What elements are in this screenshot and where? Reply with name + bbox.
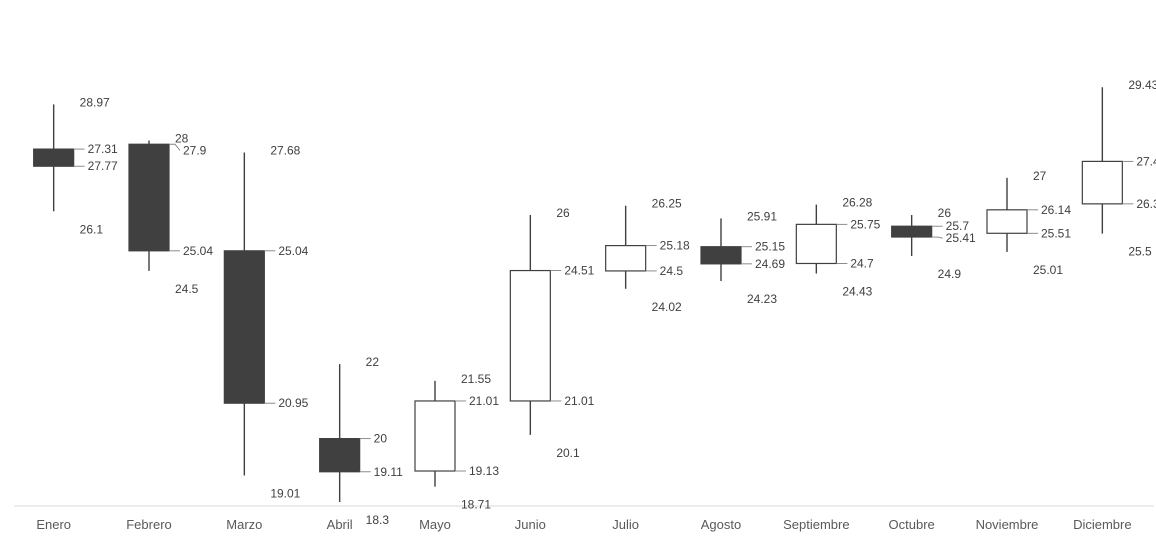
- data-label: 19.13: [469, 464, 499, 478]
- x-tick-label: Marzo: [226, 517, 262, 532]
- data-label: 22: [366, 355, 380, 369]
- data-label: 24.51: [564, 264, 594, 278]
- x-tick-label: Octubre: [889, 517, 935, 532]
- data-label: 24.02: [652, 300, 682, 314]
- category-labels-layer: Enero Febrero Marzo Abril Mayo Junio Julio Agos…: [36, 517, 1131, 532]
- candle-marzo: [223, 152, 265, 476]
- candle-body-up: [795, 223, 837, 265]
- data-label: 27.77: [88, 159, 118, 173]
- data-label: 20.95: [278, 396, 308, 410]
- data-label: 25.15: [755, 240, 785, 254]
- candle-octubre: [891, 215, 933, 257]
- data-label: 24.5: [660, 264, 684, 278]
- candle-body-up: [509, 269, 551, 402]
- data-label: 26.28: [842, 196, 872, 210]
- data-label: 19.11: [374, 465, 403, 479]
- candle-body-up: [986, 209, 1028, 234]
- data-label: 24.69: [755, 257, 785, 271]
- candle-mayo: [414, 380, 456, 487]
- data-label: 27.44: [1136, 154, 1156, 168]
- candle-enero: [33, 104, 75, 212]
- data-label: 26: [938, 206, 952, 220]
- data-label: 25.51: [1041, 226, 1071, 240]
- data-label: 25.18: [660, 239, 690, 253]
- candle-body-down: [891, 225, 933, 238]
- data-label: 18.3: [366, 513, 390, 527]
- data-label: 27.68: [270, 143, 300, 157]
- candle-febrero: [128, 140, 170, 271]
- data-label: 25.04: [183, 244, 213, 258]
- x-tick-label: Abril: [327, 517, 353, 532]
- label-leader-line: [931, 236, 943, 239]
- data-label: 21.55: [461, 372, 491, 386]
- label-leader-line: [169, 143, 181, 151]
- x-tick-label: Julio: [612, 517, 639, 532]
- candle-body-down: [33, 148, 75, 167]
- data-label: 27: [1033, 169, 1047, 183]
- data-label: 25.7: [946, 219, 970, 233]
- x-tick-label: Mayo: [419, 517, 451, 532]
- data-label: 28: [175, 132, 189, 146]
- data-label: 21.01: [469, 394, 499, 408]
- data-label: 24.43: [842, 285, 872, 299]
- data-label: 25.5: [1128, 245, 1152, 259]
- data-label: 24.7: [850, 256, 874, 270]
- data-label: 25.91: [747, 209, 777, 223]
- data-label: 20.1: [556, 446, 580, 460]
- data-label: 27.31: [88, 142, 118, 156]
- candle-body-down: [319, 438, 361, 473]
- data-label: 19.01: [270, 486, 300, 500]
- data-label: 26.3: [1136, 197, 1156, 211]
- data-label: 21.01: [564, 394, 594, 408]
- data-label: 26: [556, 206, 570, 220]
- x-tick-label: Enero: [36, 517, 71, 532]
- candle-body-up: [414, 400, 456, 472]
- data-label: 25.75: [850, 217, 880, 231]
- data-label: 24.9: [938, 267, 962, 281]
- data-label: 25.01: [1033, 263, 1063, 277]
- candle-body-down: [223, 250, 265, 404]
- candle-noviembre: [986, 177, 1028, 252]
- data-label: 26.1: [80, 222, 104, 236]
- data-label: 26.25: [652, 197, 682, 211]
- candle-agosto: [700, 218, 742, 281]
- x-tick-label: Agosto: [701, 517, 741, 532]
- data-label: 27.9: [183, 144, 207, 158]
- candle-julio: [605, 205, 647, 289]
- candle-body-up: [1081, 160, 1123, 205]
- x-tick-label: Diciembre: [1073, 517, 1132, 532]
- candle-junio: [509, 215, 551, 435]
- data-label: 25.04: [278, 244, 308, 258]
- data-label: 24.5: [175, 282, 199, 296]
- candle-body-down: [700, 246, 742, 265]
- data-label: 28.97: [80, 95, 110, 109]
- candle-body-up: [605, 244, 647, 272]
- candle-septiembre: [795, 204, 837, 274]
- data-label: 25.41: [946, 231, 976, 245]
- data-label: 26.14: [1041, 203, 1071, 217]
- data-label: 18.71: [461, 498, 491, 512]
- data-label: 29.43: [1128, 78, 1156, 92]
- candle-diciembre: [1081, 87, 1123, 234]
- candles-layer: [33, 87, 1123, 502]
- data-label: 24.23: [747, 292, 777, 306]
- candle-body-down: [128, 143, 170, 252]
- x-tick-label: Septiembre: [783, 517, 849, 532]
- data-label: 20: [374, 432, 388, 446]
- x-tick-label: Junio: [515, 517, 546, 532]
- x-tick-label: Febrero: [126, 517, 172, 532]
- candle-abril: [319, 364, 361, 502]
- x-tick-label: Noviembre: [976, 517, 1039, 532]
